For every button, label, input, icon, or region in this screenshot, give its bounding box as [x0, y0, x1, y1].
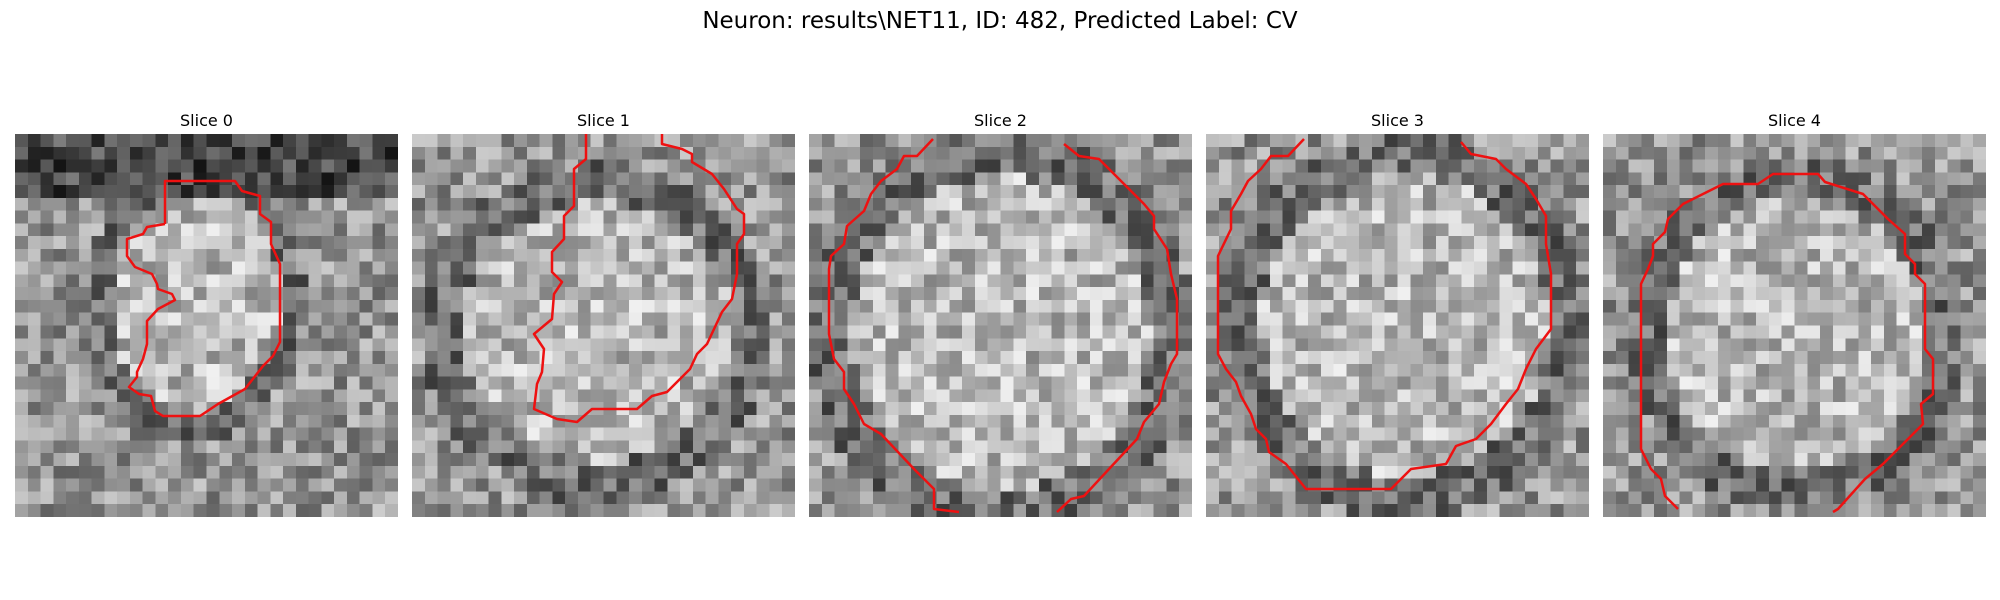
slice-title: Slice 2: [974, 111, 1027, 130]
roi-contour: [1639, 172, 1935, 514]
slice-image: [412, 134, 795, 517]
roi-contour: [125, 179, 282, 418]
slice-title: Slice 0: [180, 111, 233, 130]
slice-panel-2: Slice 2: [809, 108, 1192, 517]
slice-title: Slice 4: [1768, 111, 1821, 130]
slice-title: Slice 3: [1371, 111, 1424, 130]
grayscale-patch: [809, 134, 1192, 517]
figure-title: Neuron: results\NET11, ID: 482, Predicte…: [702, 8, 1298, 34]
slice-panel-1: Slice 1: [412, 108, 795, 517]
grayscale-patch: [15, 134, 398, 517]
slice-panel-0: Slice 0: [15, 108, 398, 517]
slice-image: [1603, 134, 1986, 517]
slice-title: Slice 1: [577, 111, 630, 130]
slice-panel-4: Slice 4: [1603, 108, 1986, 517]
slice-image: [1206, 134, 1589, 517]
roi-contour: [827, 138, 1179, 514]
slice-image: [15, 134, 398, 517]
slice-panel-3: Slice 3: [1206, 108, 1589, 517]
roi-contour: [532, 134, 746, 424]
roi-contour: [1216, 138, 1553, 491]
slice-image: [809, 134, 1192, 517]
grayscale-patch: [1603, 134, 1986, 517]
